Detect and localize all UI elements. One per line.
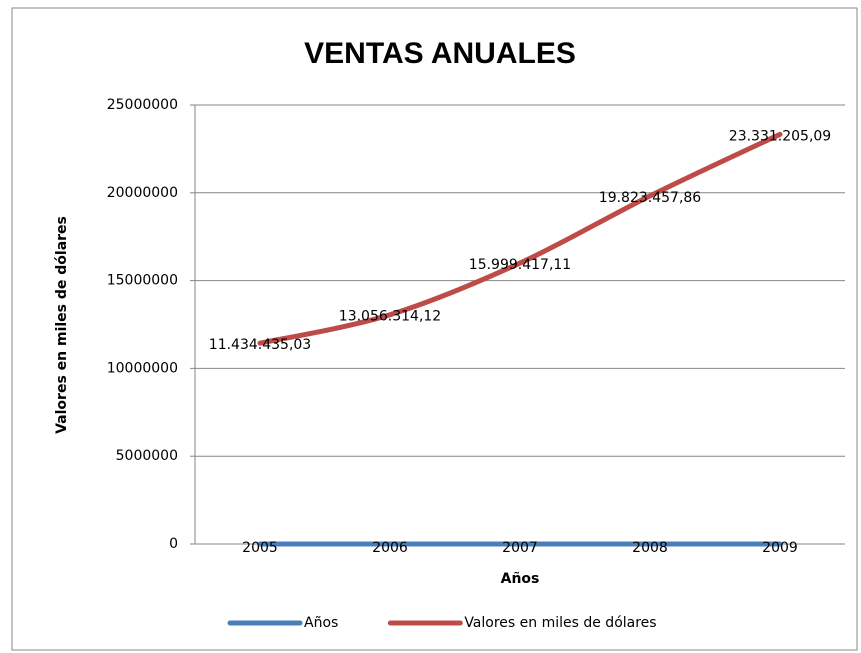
legend-label: Valores en miles de dólares	[464, 615, 656, 631]
legend-label: Años	[304, 615, 338, 631]
y-tick-label: 10000000	[107, 360, 178, 376]
x-tick-label: 2006	[372, 540, 408, 556]
x-tick-label: 2005	[242, 540, 278, 556]
y-tick-label: 25000000	[107, 97, 178, 113]
y-tick-label: 0	[169, 536, 178, 552]
x-tick-label: 2008	[632, 540, 668, 556]
y-tick-label: 15000000	[107, 273, 178, 289]
line-series	[257, 131, 783, 346]
data-label: 23.331.205,09	[729, 128, 831, 144]
data-label: 15.999.417,11	[469, 257, 571, 273]
data-label: 11.434.435,03	[209, 337, 311, 353]
y-axis-title: Valores en miles de dólares	[54, 216, 70, 434]
data-label: 13.056.314,12	[339, 309, 441, 325]
y-tick-label: 5000000	[116, 448, 178, 464]
x-axis-title: Años	[501, 571, 540, 587]
x-tick-label: 2007	[502, 540, 538, 556]
chart-title: VENTAS ANUALES	[304, 37, 576, 70]
data-label: 19.823.457,86	[599, 190, 702, 206]
x-tick-label: 2009	[762, 540, 798, 556]
y-tick-label: 20000000	[107, 185, 178, 201]
